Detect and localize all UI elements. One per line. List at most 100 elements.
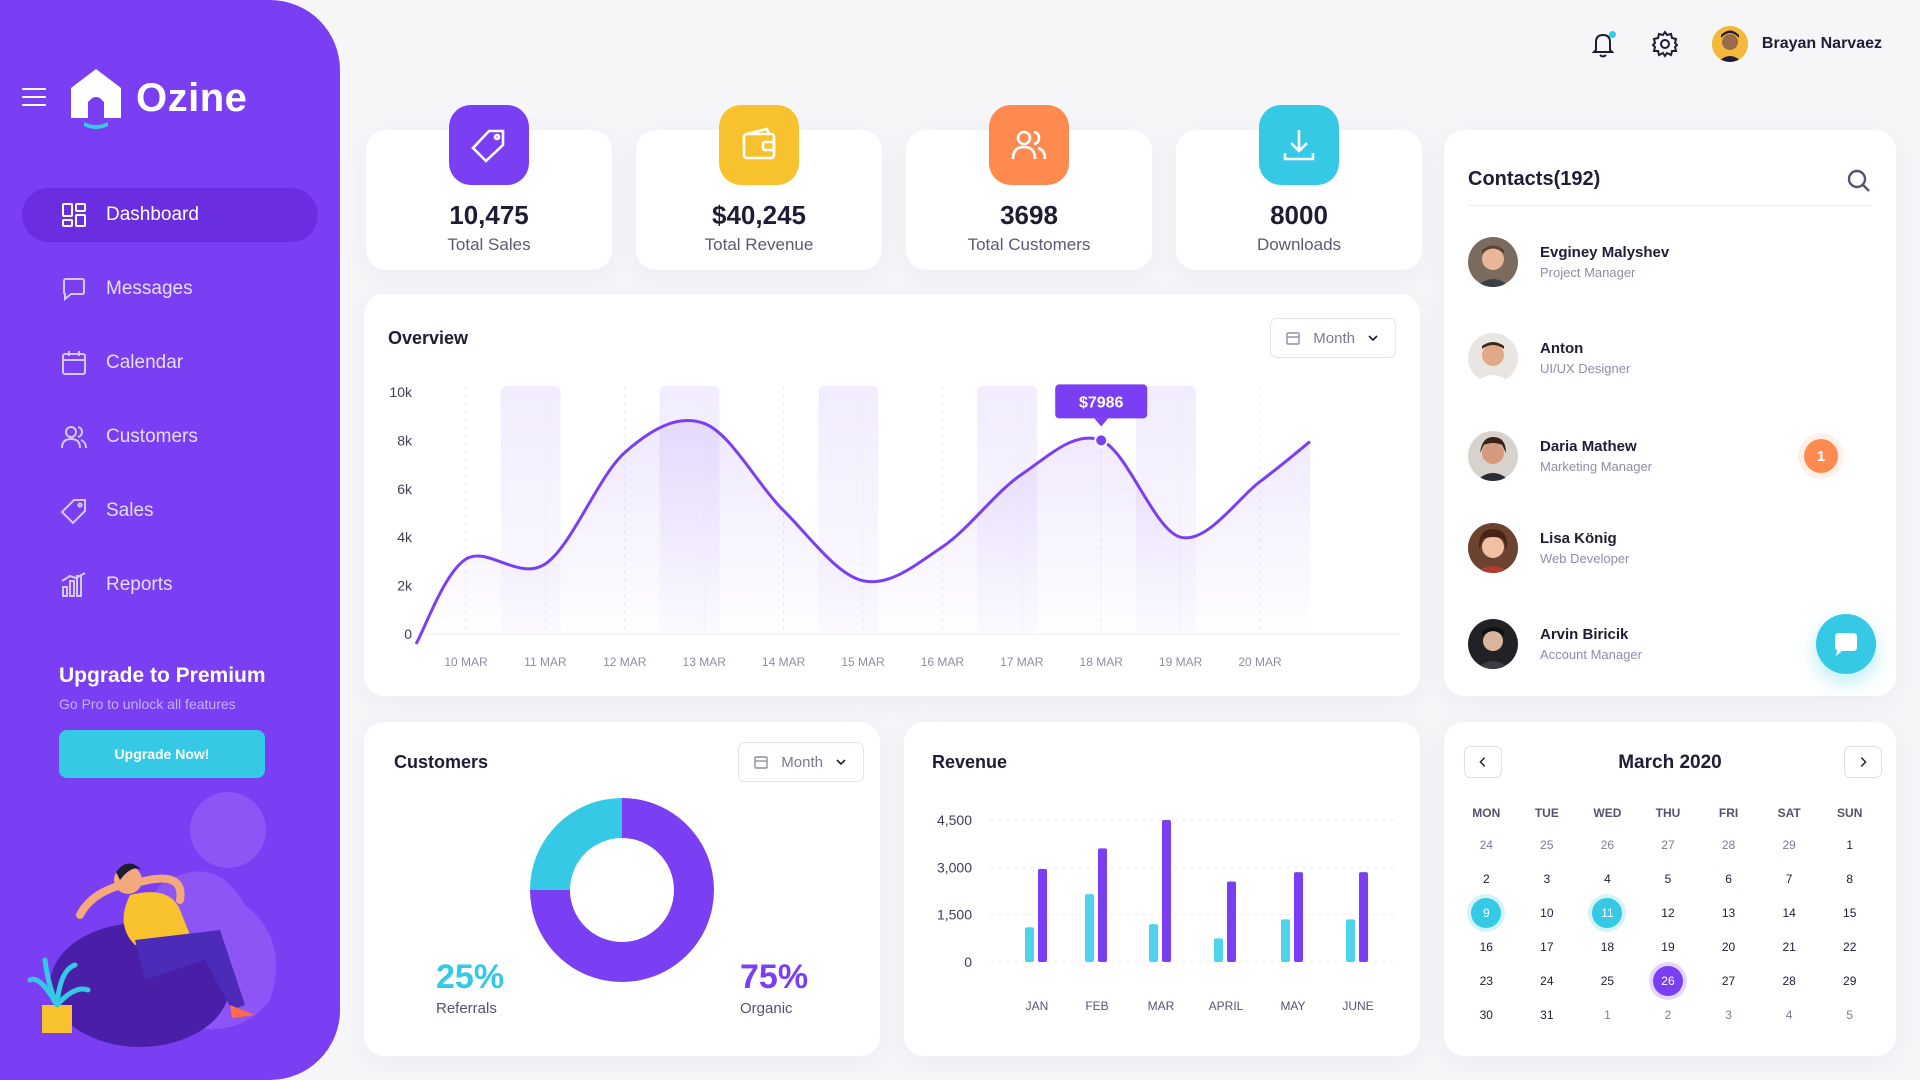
calendar-day[interactable]: 4 [1759, 998, 1820, 1032]
user-avatar[interactable] [1711, 26, 1748, 62]
calendar-day[interactable]: 22 [1819, 930, 1880, 964]
overview-x-tick: 14 MAR [762, 655, 806, 669]
calendar-day[interactable]: 27 [1698, 964, 1759, 998]
settings-button[interactable] [1650, 29, 1680, 59]
top-header: Brayan Narvaez [1588, 26, 1882, 62]
calendar-day[interactable]: 10 [1517, 896, 1578, 930]
wallet-icon [742, 127, 776, 160]
revenue-bar-chart: 4,500 3,000 1,500 0 JAN FEB MAR APRIL MAY JUNE [937, 812, 1394, 1013]
contact-item[interactable]: Lisa König Web Developer [1468, 522, 1868, 574]
calendar-day[interactable]: 20 [1698, 930, 1759, 964]
calendar-day[interactable]: 16 [1456, 930, 1517, 964]
contact-item[interactable]: Arvin Biricik Account Manager [1468, 618, 1868, 670]
calendar-prev-button[interactable] [1464, 746, 1502, 778]
sidebar-item-reports[interactable]: Reports [22, 558, 318, 612]
calendar-day-number: 3 [1725, 1008, 1732, 1022]
organic-percent: 75% [740, 958, 809, 996]
calendar-day[interactable]: 5 [1819, 998, 1880, 1032]
stat-icon-box [989, 105, 1069, 185]
sidebar-item-customers[interactable]: Customers [22, 410, 318, 464]
calendar-day-number: 1 [1846, 838, 1854, 852]
calendar-day[interactable]: 31 [1517, 998, 1578, 1032]
stat-label: Downloads [1256, 235, 1342, 254]
overview-tooltip-pointer [1094, 418, 1109, 427]
calendar-day[interactable]: 9 [1456, 896, 1517, 930]
sidebar-item-label: Calendar [106, 352, 184, 373]
calendar-day[interactable]: 26 [1577, 828, 1638, 862]
calendar-day[interactable]: 15 [1819, 896, 1880, 930]
calendar-day-number: 18 [1600, 940, 1615, 954]
calendar-next-button[interactable] [1844, 746, 1882, 778]
calendar-day[interactable]: 26 [1638, 964, 1699, 998]
calendar-day[interactable]: 23 [1456, 964, 1517, 998]
brand-logo[interactable]: Ozine [66, 66, 247, 130]
stat-card-total-revenue[interactable]: $40,245 Total Revenue [636, 105, 882, 270]
contact-role: UI/UX Designer [1540, 361, 1631, 376]
calendar-day[interactable]: 12 [1638, 896, 1699, 930]
sidebar-item-calendar[interactable]: Calendar [22, 336, 318, 390]
calendar-day-number: 22 [1843, 940, 1857, 954]
calendar-day[interactable]: 3 [1698, 998, 1759, 1032]
calendar-day[interactable]: 25 [1517, 828, 1578, 862]
stat-card-downloads[interactable]: 8000 Downloads [1176, 105, 1422, 270]
contact-item[interactable]: Anton UI/UX Designer [1468, 332, 1868, 384]
revenue-bar [1085, 894, 1094, 962]
stat-card-total-customers[interactable]: 3698 Total Customers [906, 105, 1152, 270]
calendar-day[interactable]: 28 [1759, 964, 1820, 998]
calendar-weekday: FRI [1718, 806, 1739, 820]
revenue-bar [1162, 820, 1171, 962]
calendar-day[interactable]: 21 [1759, 930, 1820, 964]
contact-item[interactable]: Daria Mathew Marketing Manager 1 [1468, 430, 1868, 482]
contact-name: Daria Mathew [1540, 438, 1637, 455]
calendar-day[interactable]: 2 [1456, 862, 1517, 896]
calendar-day[interactable]: 17 [1517, 930, 1578, 964]
calendar-day-number: 7 [1785, 872, 1793, 886]
calendar-day[interactable]: 30 [1456, 998, 1517, 1032]
calendar-day[interactable]: 19 [1638, 930, 1699, 964]
upgrade-button[interactable]: Upgrade Now! [59, 730, 265, 778]
revenue-y-tick: 3,000 [937, 859, 972, 875]
calendar-day[interactable]: 7 [1759, 862, 1820, 896]
revenue-bar [1098, 848, 1107, 962]
stat-value: 10,475 [449, 200, 529, 230]
donut-slice-organic [530, 798, 714, 982]
calendar-day[interactable]: 18 [1577, 930, 1638, 964]
calendar-day[interactable]: 4 [1577, 862, 1638, 896]
sidebar-item-sales[interactable]: Sales [22, 484, 318, 538]
overview-area-fill [416, 420, 1310, 644]
calendar-day[interactable]: 27 [1638, 828, 1699, 862]
calendar-day[interactable]: 24 [1456, 828, 1517, 862]
calendar-day[interactable]: 3 [1517, 862, 1578, 896]
chat-button[interactable] [1816, 614, 1876, 674]
calendar-day[interactable]: 2 [1638, 998, 1699, 1032]
bell-icon [1591, 33, 1615, 58]
user-name[interactable]: Brayan Narvaez [1761, 35, 1882, 52]
calendar-day[interactable]: 29 [1759, 828, 1820, 862]
revenue-bar [1281, 919, 1290, 962]
calendar-day[interactable]: 28 [1698, 828, 1759, 862]
notification-bell-button[interactable] [1588, 29, 1618, 59]
contact-item[interactable]: Evginey Malyshev Project Manager [1468, 236, 1868, 288]
sidebar-item-dashboard[interactable]: Dashboard [22, 188, 318, 242]
customers-month-select[interactable]: Month [738, 742, 864, 782]
menu-icon[interactable] [22, 88, 46, 108]
calendar-day[interactable]: 13 [1698, 896, 1759, 930]
calendar-day[interactable]: 11 [1577, 896, 1638, 930]
overview-x-tick: 11 MAR [524, 655, 567, 669]
calendar-day[interactable]: 1 [1577, 998, 1638, 1032]
calendar-day[interactable]: 25 [1577, 964, 1638, 998]
unread-badge: 1 [1804, 439, 1838, 473]
stat-icon-box [719, 105, 799, 185]
overview-month-select[interactable]: Month [1270, 318, 1396, 358]
calendar-day[interactable]: 24 [1517, 964, 1578, 998]
calendar-day[interactable]: 14 [1759, 896, 1820, 930]
calendar-day[interactable]: 6 [1698, 862, 1759, 896]
search-icon[interactable] [1846, 168, 1872, 194]
overview-y-tick: 4k [397, 529, 413, 545]
calendar-day[interactable]: 5 [1638, 862, 1699, 896]
sidebar-item-messages[interactable]: Messages [22, 262, 318, 316]
stat-card-total-sales[interactable]: 10,475 Total Sales [366, 105, 612, 270]
calendar-day[interactable]: 8 [1819, 862, 1880, 896]
calendar-day[interactable]: 29 [1819, 964, 1880, 998]
calendar-day[interactable]: 1 [1819, 828, 1880, 862]
